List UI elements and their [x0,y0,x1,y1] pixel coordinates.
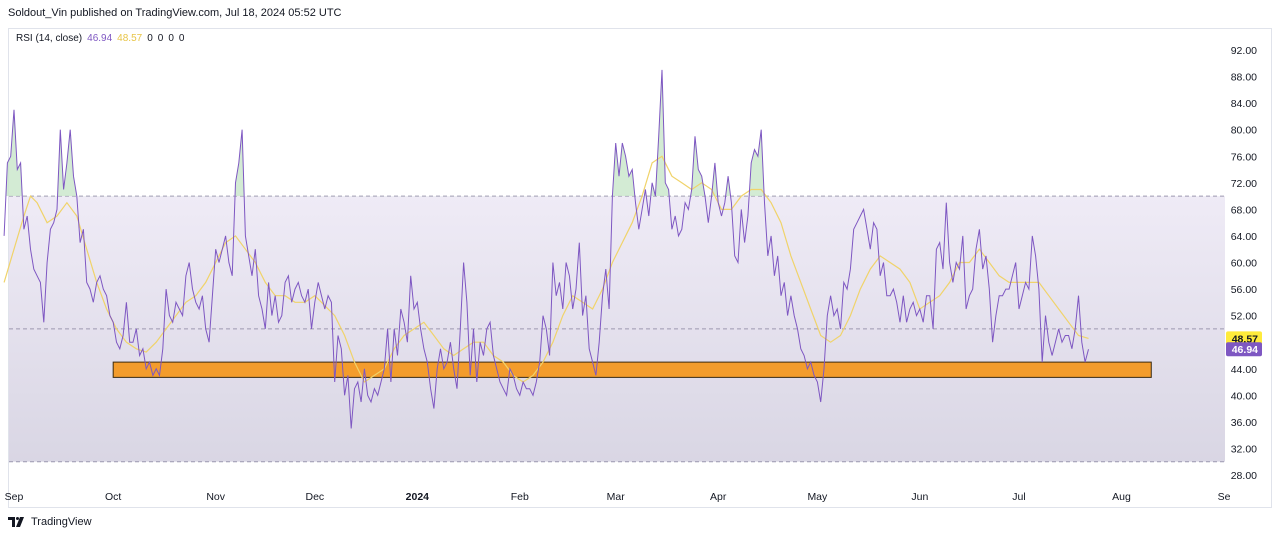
x-tick-label: 2024 [406,491,430,503]
y-tick-label: 68.00 [1231,204,1257,216]
x-tick-label: Oct [105,491,121,503]
legend-zero-value: 0 [147,33,153,44]
indicator-legend: RSI (14, close) 46.94 48.57 0 0 0 0 [16,33,184,44]
publish-attribution: Soldout_Vin published on TradingView.com… [8,7,342,19]
y-tick-label: 76.00 [1231,151,1257,163]
footer-brand[interactable]: TradingView [8,516,92,528]
legend-zero-value: 0 [157,33,164,44]
legend-rsi-value: 46.94 [87,33,113,44]
support-zone-rectangle [112,361,1152,378]
y-tick-label: 72.00 [1231,178,1257,190]
legend-zero-value: 0 [178,33,185,44]
x-tick-label: Dec [306,491,325,503]
x-tick-label: Apr [710,491,727,503]
x-tick-label: Jun [911,491,928,503]
y-tick-label: 84.00 [1231,98,1257,110]
legend-ma-value: 48.57 [117,33,143,44]
y-tick-label: 88.00 [1231,72,1257,84]
y-tick-label: 36.00 [1231,417,1257,429]
x-tick-label: Nov [206,491,225,503]
x-tick-label: Mar [607,491,626,503]
rsi-last-value-label: 46.94 [1232,344,1258,356]
x-tick-label: Jul [1012,491,1025,503]
indicator-title[interactable]: RSI (14, close) [16,33,83,44]
x-tick-label: Feb [511,491,529,503]
x-tick-label: Se [1218,491,1231,503]
rsi-ma-line [3,155,1089,383]
rsi-line [3,69,1089,429]
y-tick-label: 40.00 [1231,390,1257,402]
ma-last-value-label-background [1226,331,1262,346]
rsi-band-background [9,196,1225,462]
y-tick-label: 80.00 [1231,125,1257,137]
tradingview-logo-icon [8,517,24,527]
y-tick-label: 44.00 [1231,364,1257,376]
y-tick-label: 52.00 [1231,311,1257,323]
legend-zero-value: 0 [168,33,174,44]
y-tick-label: 28.00 [1231,470,1257,482]
x-tick-label: May [807,491,828,503]
y-tick-label: 60.00 [1231,258,1257,270]
y-tick-label: 64.00 [1231,231,1257,243]
y-tick-label: 56.00 [1231,284,1257,296]
y-tick-label: 92.00 [1231,45,1257,57]
x-tick-label: Sep [5,491,24,503]
x-tick-label: Aug [1112,491,1131,503]
rsi-last-value-label-background [1226,342,1262,357]
y-tick-label: 32.00 [1231,443,1257,455]
footer-brand-label: TradingView [31,516,92,528]
